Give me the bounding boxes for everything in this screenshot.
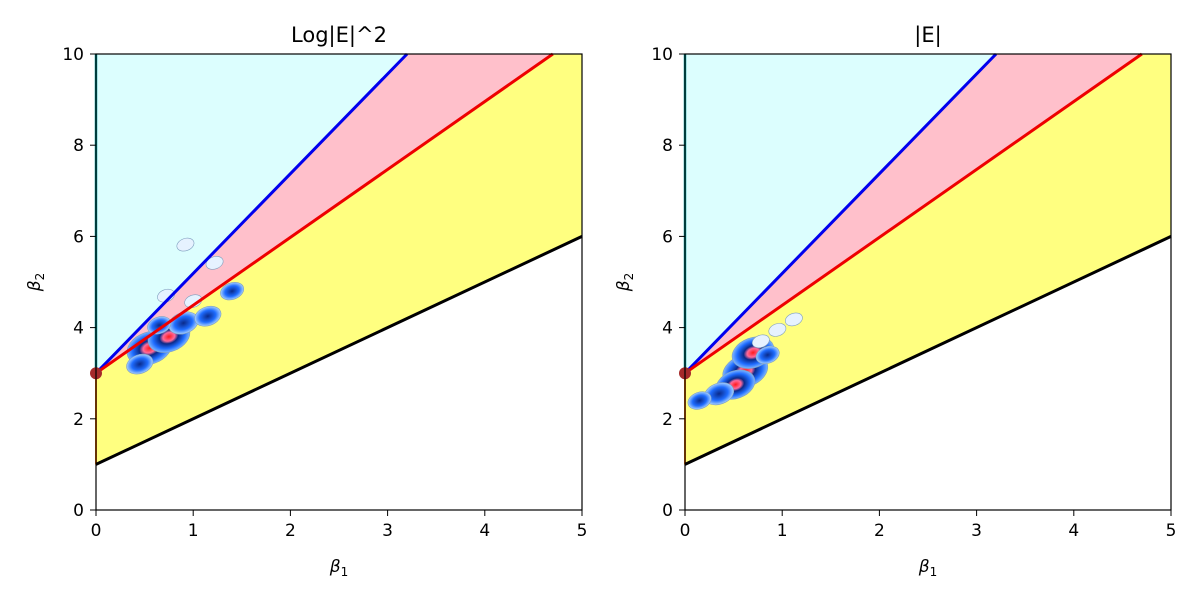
chart-title: |E| [914,23,941,48]
y-axis-label-symbol: β [614,280,634,292]
heatmap-blob [687,391,712,410]
y-tick-label: 0 [73,501,84,521]
y-axis-label-subscript: 2 [33,273,47,281]
x-axis-label-symbol: β [329,557,341,577]
line-red [684,52,1143,375]
y-axis-label-symbol: β [25,280,45,292]
plot-frame [95,53,583,511]
y-tick-label: 10 [62,45,84,65]
y-axis-label: β2 [25,273,47,293]
line-black [95,235,583,466]
heatmap-blob [194,305,222,327]
x-tick-label: 5 [577,521,588,541]
y-tick-label: 8 [73,136,84,156]
region-lower-mid [96,54,582,465]
heatmap-blob [751,334,770,349]
x-tick-label: 0 [91,521,102,541]
y-tick-label: 0 [662,501,673,521]
heatmap-blob [768,323,787,337]
heatmap-blob [176,237,195,252]
y-axis-label-subscript: 2 [622,273,636,281]
y-tick-label: 2 [662,410,673,430]
x-axis-label: β1 [329,557,349,579]
chart-title: Log|E|^2 [291,23,387,48]
heatmap-blob [220,282,245,301]
shaded-regions [683,54,1171,465]
x-axis-label: β1 [918,557,938,579]
heatmap-blob [755,345,780,365]
y-axis-ticks: 0 2 4 6 8 10 [651,45,685,521]
x-tick-label: 1 [777,521,788,541]
x-axis-label-subscript: 1 [341,565,349,579]
line-black [684,235,1172,466]
x-tick-label: 3 [971,521,982,541]
x-tick-label: 5 [1166,521,1177,541]
boundary-lines [94,52,583,466]
line-blue [683,52,998,375]
y-tick-label: 8 [662,136,673,156]
y-axis-ticks: 0 2 4 6 8 10 [62,45,96,521]
boundary-lines [683,52,1172,466]
plot-frame [684,53,1172,511]
region-lower-mid [685,54,1171,465]
x-tick-label: 3 [382,521,393,541]
shaded-regions [94,54,582,465]
y-tick-label: 4 [662,319,673,339]
heatmap-blobs [126,237,245,375]
x-axis-label-symbol: β [918,557,930,577]
y-tick-label: 6 [662,227,673,247]
heatmap-blob [205,256,224,270]
y-axis-label: β2 [614,273,636,293]
x-tick-label: 2 [874,521,885,541]
heatmap-blob [126,353,154,375]
heatmap-blob [784,312,803,327]
x-tick-label: 2 [285,521,296,541]
x-tick-label: 4 [1068,521,1079,541]
y-tick-label: 2 [73,410,84,430]
x-tick-label: 4 [479,521,490,541]
heatmap-blobs [687,312,803,410]
x-axis-ticks: 0 1 2 3 4 5 [680,510,1177,541]
y-tick-label: 6 [73,227,84,247]
line-blue [94,52,409,375]
y-tick-label: 10 [651,45,673,65]
x-tick-label: 0 [680,521,691,541]
x-tick-label: 1 [188,521,199,541]
line-red [95,52,554,375]
y-tick-label: 4 [73,319,84,339]
x-axis-ticks: 0 1 2 3 4 5 [91,510,588,541]
x-axis-label-subscript: 1 [930,565,938,579]
